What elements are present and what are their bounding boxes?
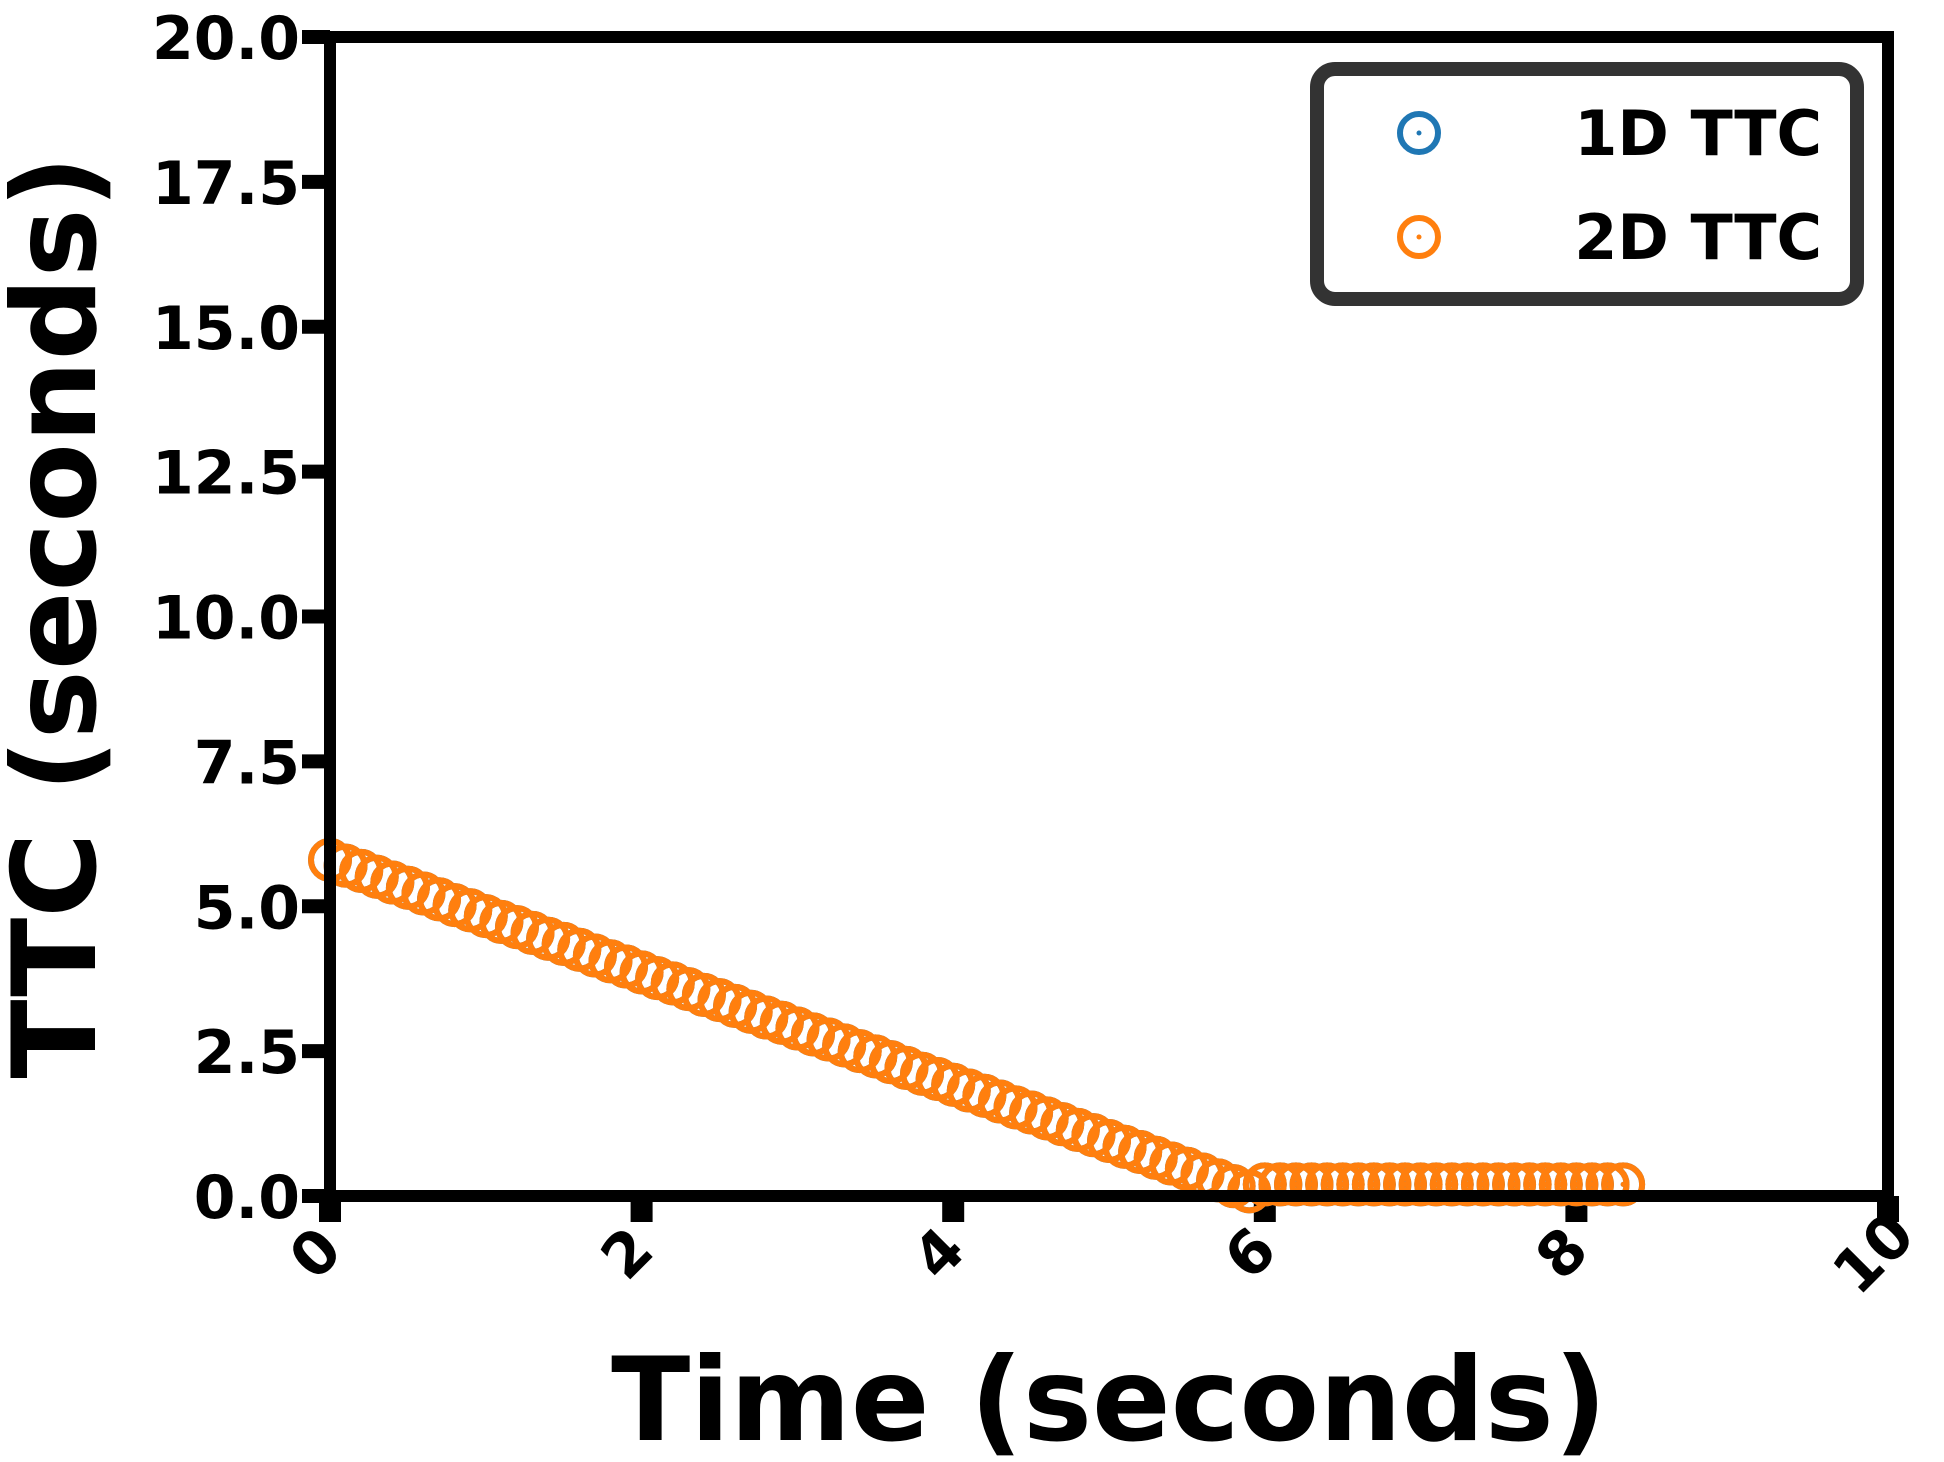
marker bbox=[1585, 1162, 1630, 1207]
x-tick-label: 6 bbox=[1211, 1214, 1290, 1293]
marker bbox=[1414, 1162, 1459, 1207]
marker bbox=[1305, 1162, 1350, 1207]
y-tick-label: 12.5 bbox=[152, 439, 300, 509]
plot-frame bbox=[324, 31, 1894, 1202]
marker bbox=[1538, 1162, 1583, 1207]
x-axis-title: Time (seconds) bbox=[611, 1333, 1607, 1462]
marker bbox=[1398, 1162, 1443, 1207]
marker bbox=[1492, 1162, 1537, 1207]
legend-marker-dot bbox=[1416, 234, 1422, 240]
marker bbox=[1336, 1162, 1381, 1207]
y-tick-label: 0.0 bbox=[194, 1163, 300, 1233]
marker bbox=[1601, 1162, 1646, 1207]
y-tick-label: 20.0 bbox=[152, 4, 300, 74]
legend-marker bbox=[1397, 215, 1441, 259]
marker bbox=[1460, 1162, 1505, 1207]
marker bbox=[1289, 1162, 1334, 1207]
y-tick-label: 2.5 bbox=[194, 1018, 300, 1088]
x-tick-label: 10 bbox=[1820, 1200, 1929, 1309]
legend-marker-dot bbox=[1416, 130, 1422, 136]
y-tick-label: 15.0 bbox=[152, 294, 300, 364]
x-tick-label: 4 bbox=[900, 1214, 979, 1293]
x-tick-label: 8 bbox=[1523, 1214, 1602, 1293]
marker bbox=[1554, 1162, 1599, 1207]
marker bbox=[1476, 1162, 1521, 1207]
y-tick-label: 10.0 bbox=[152, 584, 300, 654]
marker bbox=[1351, 1162, 1396, 1207]
series bbox=[308, 837, 1646, 1214]
legend-label: 1D TTC bbox=[1574, 97, 1822, 170]
marker bbox=[1445, 1162, 1490, 1207]
legend-box bbox=[1310, 62, 1864, 306]
x-tick-label: 2 bbox=[588, 1214, 667, 1293]
y-axis-title: TTC (seconds) bbox=[0, 155, 123, 1078]
marker bbox=[1523, 1162, 1568, 1207]
marker bbox=[1320, 1162, 1365, 1207]
series bbox=[308, 837, 1646, 1214]
marker bbox=[1383, 1162, 1428, 1207]
marker bbox=[1429, 1162, 1474, 1207]
marker bbox=[1273, 1162, 1318, 1207]
marker bbox=[1569, 1162, 1614, 1207]
legend-marker bbox=[1397, 111, 1441, 155]
marker bbox=[1258, 1162, 1303, 1207]
y-tick-label: 7.5 bbox=[194, 728, 300, 798]
y-tick-label: 5.0 bbox=[194, 873, 300, 943]
marker-dot bbox=[1620, 1181, 1626, 1187]
legend-label: 2D TTC bbox=[1574, 201, 1822, 274]
y-tick-label: 17.5 bbox=[152, 149, 300, 219]
marker bbox=[1507, 1162, 1552, 1207]
marker bbox=[1367, 1162, 1412, 1207]
marker bbox=[1242, 1162, 1287, 1207]
